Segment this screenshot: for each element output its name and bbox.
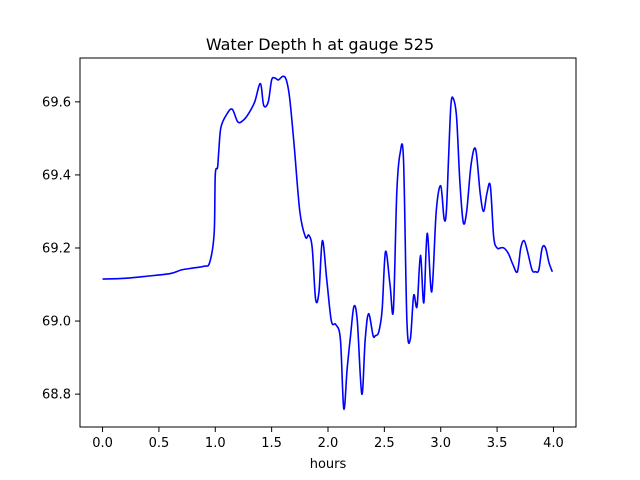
x-tick-label: 2.5 <box>374 436 395 451</box>
chart-title: Water Depth h at gauge 525 <box>206 35 434 54</box>
x-tick-label: 1.0 <box>205 436 226 451</box>
series-line-0 <box>102 75 554 410</box>
x-tick-label: 2.0 <box>318 436 339 451</box>
x-tick-label: 3.0 <box>430 436 451 451</box>
x-tick-label: 1.5 <box>261 436 282 451</box>
y-axis: 68.8 69.0 69.2 69.4 69.6 <box>42 95 80 403</box>
x-tick-label: 0.5 <box>149 436 170 451</box>
x-tick-label: 4.0 <box>543 436 564 451</box>
x-tick-label: 3.5 <box>487 436 508 451</box>
y-tick-label: 68.8 <box>42 388 71 403</box>
x-axis: 0.0 0.5 1.0 1.5 2.0 2.5 3.0 3.5 4.0 <box>92 427 564 451</box>
x-tick-label: 0.0 <box>92 436 113 451</box>
x-axis-label: hours <box>310 457 347 472</box>
y-tick-label: 69.6 <box>42 95 71 110</box>
y-tick-label: 69.2 <box>42 241 71 256</box>
y-tick-label: 69.4 <box>42 168 71 183</box>
y-tick-label: 69.0 <box>42 315 71 330</box>
series-layer <box>102 75 554 410</box>
